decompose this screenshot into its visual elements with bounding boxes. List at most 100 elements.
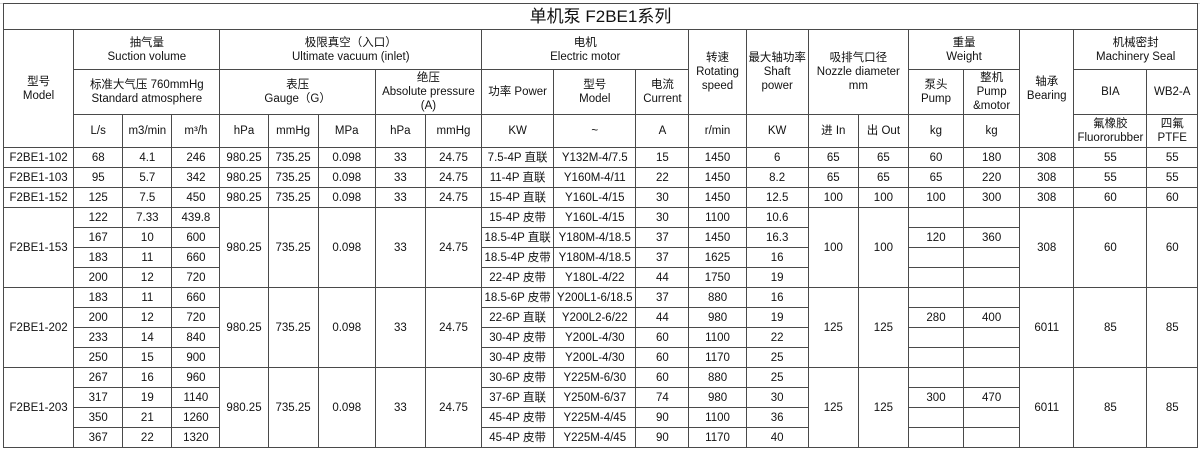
cell-m3h: 246 xyxy=(171,147,221,168)
table-row: 183 11 660 18.5-4P 皮带 Y180M-4/18.5 37 1625 16 xyxy=(4,247,1198,268)
cell-bia: 55 xyxy=(1073,167,1148,188)
cell-model: F2BE1-202 xyxy=(2,287,75,368)
cell-shaft: 12.5 xyxy=(745,187,809,208)
cell-motor: Y200L1-6/18.5 xyxy=(553,287,637,308)
cell-pump-motor xyxy=(963,427,1021,448)
cell-current: 44 xyxy=(635,307,690,328)
cell-shaft: 25 xyxy=(745,367,809,388)
cell-abs-hpa: 33 xyxy=(374,367,426,448)
cell-out: 125 xyxy=(857,287,909,368)
cell-hpa: 980.25 xyxy=(219,287,269,368)
cell-pump-motor xyxy=(963,267,1021,288)
table-row: 317 19 1140 37-6P 直联 Y250M-6/37 74 980 30 300 470 xyxy=(4,387,1198,408)
cell-pump: 100 xyxy=(907,187,965,208)
cell-abs-mmhg: 24.75 xyxy=(424,367,483,448)
cell-motor: Y200L2-6/22 xyxy=(553,307,637,328)
cell-m3min: 21 xyxy=(122,407,173,428)
cell-shaft: 16.3 xyxy=(745,227,809,248)
cell-motor: Y225M-4/45 xyxy=(553,427,637,448)
header-weight: 重量 Weight xyxy=(907,29,1021,70)
cell-mpa: 0.098 xyxy=(317,207,376,288)
header-rotating-speed: 转速 Rotating speed xyxy=(688,29,747,115)
cell-m3h: 720 xyxy=(171,307,221,328)
cell-ls: 200 xyxy=(73,307,124,328)
cell-pump xyxy=(907,267,965,288)
cell-mmhg: 735.25 xyxy=(267,167,319,188)
cell-wb2a: 60 xyxy=(1146,187,1198,208)
cell-ls: 267 xyxy=(73,367,124,388)
table-row: F2BE1-103 95 5.7 342 980.25 735.25 0.098 33 24.7… xyxy=(2,167,1198,188)
cell-m3min: 19 xyxy=(122,387,173,408)
cell-speed: 980 xyxy=(688,307,747,328)
table-row: F2BE1-152 125 7.5 450 980.25 735.25 0.098 33 24.… xyxy=(2,187,1198,208)
cell-pump xyxy=(907,347,965,368)
cell-pump: 60 xyxy=(907,147,965,168)
cell-power: 7.5-4P 直联 xyxy=(481,147,555,168)
cell-shaft: 19 xyxy=(745,307,809,328)
unit-cell: kg xyxy=(907,114,965,148)
unit-cell: KW xyxy=(481,114,555,148)
cell-m3min: 22 xyxy=(122,427,173,448)
cell-power: 11-4P 直联 xyxy=(481,167,555,188)
cell-current: 15 xyxy=(635,147,690,168)
cell-shaft: 10.6 xyxy=(745,207,809,228)
table-row: 250 15 900 30-4P 皮带 Y200L-4/30 60 1170 25 xyxy=(4,347,1198,368)
cell-out: 65 xyxy=(857,147,909,168)
cell-mpa: 0.098 xyxy=(317,187,376,208)
unit-cell: ~ xyxy=(553,114,637,148)
cell-wb2a: 85 xyxy=(1146,367,1198,448)
table-row: F2BE1-153 122 7.33 439.8 980.25 735.25 0.098 33… xyxy=(2,207,1198,288)
cell-model: F2BE1-102 xyxy=(2,147,75,168)
cell-shaft: 16 xyxy=(745,247,809,268)
header-current: 电流 Current xyxy=(635,69,690,115)
cell-motor: Y180M-4/18.5 xyxy=(553,247,637,268)
table-row: 167 10 600 18.5-4P 直联 Y180M-4/18.5 37 1450 16.3… xyxy=(4,227,1198,248)
cell-pump-motor: 220 xyxy=(963,167,1021,188)
cell-mpa: 0.098 xyxy=(317,147,376,168)
cell-pump: 65 xyxy=(907,167,965,188)
cell-out: 65 xyxy=(857,167,909,188)
unit-cell: hPa xyxy=(219,114,269,148)
cell-bia: 55 xyxy=(1073,147,1148,168)
unit-cell: r/min xyxy=(688,114,747,148)
table-row: F2BE1-203 267 16 960 980.25 735.25 0.098 33 24.7… xyxy=(2,367,1198,448)
cell-ls: 350 xyxy=(73,407,124,428)
cell-m3h: 660 xyxy=(171,287,221,308)
cell-power: 37-6P 直联 xyxy=(481,387,555,408)
cell-m3h: 1140 xyxy=(171,387,221,408)
cell-ls: 122 xyxy=(73,207,124,228)
cell-motor: Y225M-6/30 xyxy=(553,367,637,388)
cell-shaft: 19 xyxy=(745,267,809,288)
unit-cell: 进 In xyxy=(807,114,859,148)
cell-speed: 1450 xyxy=(688,147,747,168)
table-row: 367 22 1320 45-4P 皮带 Y225M-4/45 90 1170 40 xyxy=(4,427,1198,448)
cell-pump xyxy=(907,247,965,268)
cell-current: 74 xyxy=(635,387,690,408)
cell-abs-hpa: 33 xyxy=(374,187,426,208)
cell-in: 65 xyxy=(807,167,859,188)
cell-pump xyxy=(907,207,965,228)
cell-ls: 183 xyxy=(73,247,124,268)
cell-ls: 200 xyxy=(73,267,124,288)
cell-mmhg: 735.25 xyxy=(267,287,319,368)
cell-shaft: 22 xyxy=(745,327,809,348)
cell-abs-mmhg: 24.75 xyxy=(424,147,483,168)
cell-motor: Y250M-6/37 xyxy=(553,387,637,408)
table-row: 200 12 720 22-4P 皮带 Y180L-4/22 44 1750 19 xyxy=(4,267,1198,288)
cell-ls: 183 xyxy=(73,287,124,308)
cell-mpa: 0.098 xyxy=(317,167,376,188)
cell-power: 18.5-4P 皮带 xyxy=(481,247,555,268)
unit-cell: 出 Out xyxy=(857,114,909,148)
cell-model: F2BE1-103 xyxy=(2,167,75,188)
cell-power: 30-4P 皮带 xyxy=(481,327,555,348)
cell-mmhg: 735.25 xyxy=(267,207,319,288)
cell-m3min: 12 xyxy=(122,267,173,288)
cell-bia: 60 xyxy=(1073,207,1148,288)
cell-m3min: 15 xyxy=(122,347,173,368)
cell-power: 30-4P 皮带 xyxy=(481,347,555,368)
cell-power: 18.5-4P 直联 xyxy=(481,227,555,248)
cell-m3h: 1320 xyxy=(171,427,221,448)
cell-motor: Y132M-4/7.5 xyxy=(553,147,637,168)
unit-cell: 氟橡胶 Fluororubber xyxy=(1073,114,1148,148)
cell-pump-motor xyxy=(963,327,1021,348)
